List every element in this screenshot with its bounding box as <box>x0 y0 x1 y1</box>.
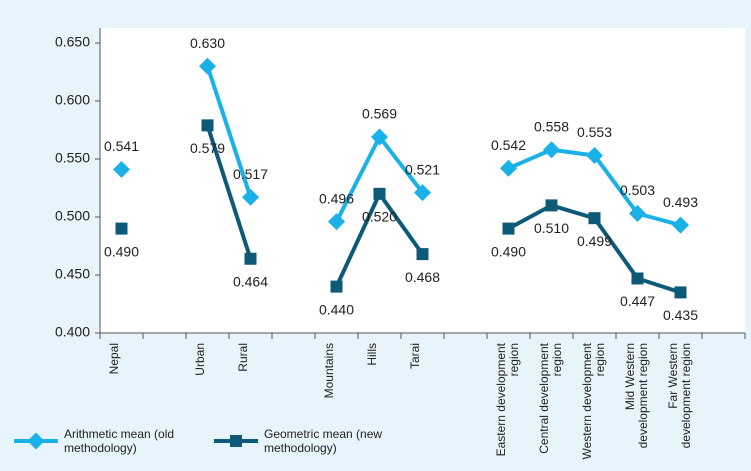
y-tick-label: 0.450 <box>55 266 90 282</box>
data-label: 0.520 <box>362 209 397 225</box>
marker <box>545 199 558 212</box>
x-tick-label: Western development region <box>579 343 607 460</box>
data-label: 0.490 <box>491 243 526 259</box>
data-label: 0.468 <box>405 269 440 285</box>
x-tick-label: Eastern development region <box>493 343 521 457</box>
legend-marker <box>230 435 242 447</box>
marker <box>631 272 644 285</box>
marker <box>500 159 517 177</box>
data-label: 0.558 <box>534 118 569 134</box>
data-label: 0.541 <box>104 138 139 154</box>
marker <box>543 141 560 159</box>
marker <box>328 213 345 231</box>
legend-marker <box>27 432 45 450</box>
marker <box>113 160 130 178</box>
data-label: 0.440 <box>319 301 354 317</box>
data-label: 0.510 <box>534 220 569 236</box>
data-label: 0.630 <box>190 35 225 51</box>
legend-label: Arithmetic mean (old methodology) <box>64 427 175 455</box>
x-tick-label: Central development region <box>536 343 564 454</box>
x-tick-label: Rural <box>235 343 250 372</box>
data-label: 0.464 <box>233 273 268 289</box>
marker <box>201 119 214 132</box>
data-label: 0.579 <box>190 140 225 156</box>
marker <box>502 222 515 235</box>
data-label: 0.435 <box>663 307 698 323</box>
plot-area <box>100 28 745 333</box>
legend-label: Geometric mean (new methodology) <box>264 427 383 455</box>
marker <box>674 286 687 299</box>
marker <box>416 248 429 261</box>
y-tick-label: 0.600 <box>55 92 90 108</box>
marker <box>414 184 431 202</box>
data-label: 0.499 <box>577 233 612 249</box>
marker <box>672 216 689 234</box>
data-label: 0.490 <box>104 243 139 259</box>
marker <box>115 222 128 235</box>
y-tick-label: 0.400 <box>55 324 90 340</box>
marker <box>371 128 388 146</box>
data-label: 0.517 <box>233 166 268 182</box>
data-label: 0.503 <box>620 182 655 198</box>
x-tick-label: Tarai <box>407 343 422 370</box>
series-line <box>205 65 253 198</box>
data-label: 0.447 <box>620 293 655 309</box>
marker <box>242 188 259 206</box>
marker <box>629 205 646 223</box>
marker <box>244 252 257 265</box>
data-label: 0.496 <box>319 190 354 206</box>
x-tick-label: Far Western development region <box>665 343 693 449</box>
marker <box>330 280 343 293</box>
marker <box>588 212 601 225</box>
marker <box>373 187 386 200</box>
y-tick-label: 0.650 <box>55 34 90 50</box>
data-label: 0.521 <box>405 161 440 177</box>
x-tick-label: Mid Western development region <box>622 343 650 449</box>
y-tick-label: 0.500 <box>55 208 90 224</box>
data-label: 0.553 <box>577 124 612 140</box>
marker <box>586 147 603 165</box>
data-label: 0.569 <box>362 106 397 122</box>
y-tick-label: 0.550 <box>55 150 90 166</box>
data-label: 0.542 <box>491 137 526 153</box>
series-line <box>205 124 253 260</box>
data-label: 0.493 <box>663 194 698 210</box>
